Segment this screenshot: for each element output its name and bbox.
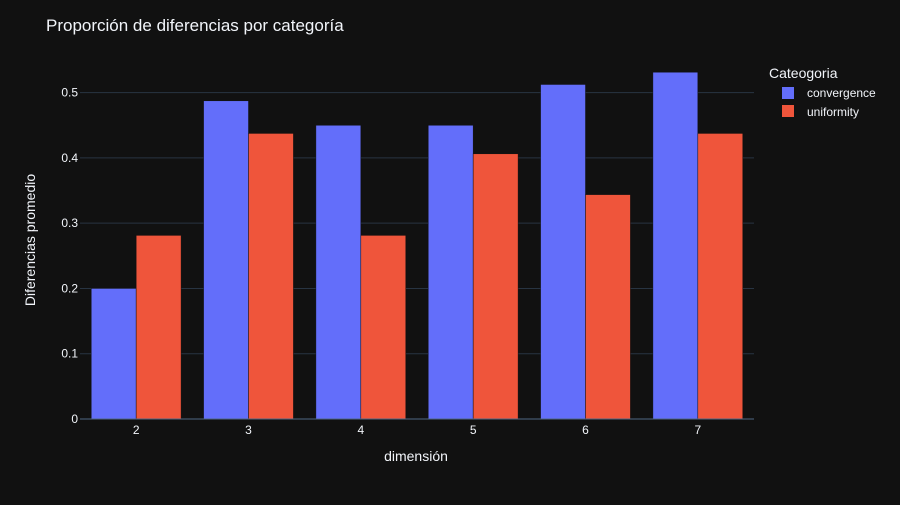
y-tick-label: 0 <box>71 412 78 426</box>
x-tick-label: 7 <box>694 423 701 437</box>
bar-convergence-7[interactable] <box>652 71 699 420</box>
chart-title: Proporción de diferencias por categoría <box>46 16 344 35</box>
y-axis-label: Diferencias promedio <box>22 174 38 306</box>
legend-label-convergence: convergence <box>807 86 876 100</box>
bar-uniformity-5[interactable] <box>472 153 519 420</box>
bar-convergence-4[interactable] <box>315 125 362 420</box>
x-tick-label: 4 <box>357 423 364 437</box>
x-axis-label: dimensión <box>384 448 448 464</box>
y-tick-label: 0.5 <box>61 86 78 100</box>
bars <box>90 71 744 420</box>
y-tick-label: 0.2 <box>61 281 78 295</box>
legend[interactable]: Cateogoria convergence uniformity <box>769 65 876 119</box>
bar-convergence-3[interactable] <box>203 100 249 420</box>
legend-swatch-convergence <box>782 87 794 99</box>
bar-uniformity-2[interactable] <box>135 235 182 420</box>
y-tick-label: 0.3 <box>61 216 78 230</box>
legend-item-convergence[interactable]: convergence <box>782 86 876 100</box>
legend-title: Cateogoria <box>769 65 838 81</box>
x-tick-label: 5 <box>470 423 477 437</box>
gridlines <box>80 92 754 355</box>
x-tick-label: 3 <box>245 423 252 437</box>
x-tick-label: 6 <box>582 423 589 437</box>
bar-convergence-2[interactable] <box>90 288 137 420</box>
bar-uniformity-7[interactable] <box>697 133 744 420</box>
legend-swatch-uniformity <box>782 105 794 117</box>
bar-uniformity-3[interactable] <box>248 133 294 420</box>
legend-item-uniformity[interactable]: uniformity <box>782 105 859 119</box>
y-tick-label: 0.1 <box>61 347 78 361</box>
tick-labels: 0 0.1 0.2 0.3 0.4 0.5 2 3 4 5 6 7 <box>61 86 701 437</box>
bar-uniformity-6[interactable] <box>585 194 631 420</box>
legend-label-uniformity: uniformity <box>807 105 859 119</box>
bar-uniformity-4[interactable] <box>360 235 407 420</box>
bar-convergence-6[interactable] <box>540 84 586 420</box>
bar-convergence-5[interactable] <box>427 125 474 420</box>
y-tick-label: 0.4 <box>61 151 78 165</box>
x-tick-label: 2 <box>133 423 140 437</box>
